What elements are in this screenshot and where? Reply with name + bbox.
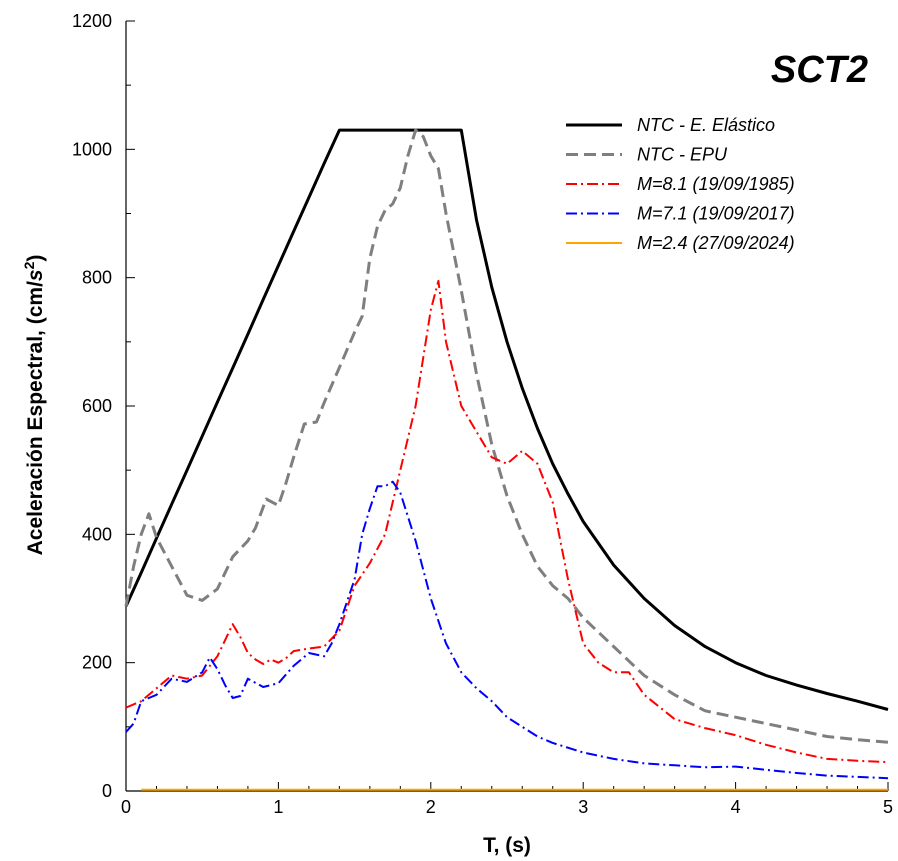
x-tick-label: 3 bbox=[578, 797, 588, 817]
y-axis-title-main: Aceleración Espectral, (cm/ bbox=[24, 281, 47, 555]
series-line-1 bbox=[124, 128, 889, 711]
legend: NTC - E. Elástico NTC - EPU M=8.1 (19/09/1… bbox=[566, 115, 795, 253]
legend-label-1: NTC - E. Elástico bbox=[637, 115, 775, 135]
legend-label-5: M=2.4 (27/09/2024) bbox=[637, 233, 795, 253]
y-axis-title-exp: 2 bbox=[21, 261, 37, 269]
y-axis-title: Aceleración Espectral, (cm/s2) bbox=[21, 255, 47, 556]
x-axis-title: T, (s) bbox=[483, 834, 531, 857]
y-axis-title-close: ) bbox=[24, 255, 47, 262]
y-tick-label: 200 bbox=[82, 653, 112, 673]
y-tick-label: 400 bbox=[82, 524, 112, 544]
x-tick-label: 1 bbox=[273, 797, 283, 817]
y-tick-label: 600 bbox=[82, 396, 112, 416]
x-tick-label: 0 bbox=[121, 797, 131, 817]
series-line-4 bbox=[125, 480, 889, 780]
x-tick-label: 5 bbox=[883, 797, 893, 817]
legend-label-4: M=7.1 (19/09/2017) bbox=[637, 204, 795, 224]
legend-label-2: NTC - EPU bbox=[637, 145, 728, 165]
x-tick-label: 4 bbox=[731, 797, 741, 817]
chart-title: SCT2 bbox=[771, 49, 868, 91]
series-line-2 bbox=[124, 128, 889, 744]
series-line-3 bbox=[125, 279, 889, 764]
y-tick-label: 0 bbox=[102, 781, 112, 801]
series-group bbox=[124, 128, 889, 791]
axes: 0 1 2 3 4 5 0 200 400 600 800 1000 1200 bbox=[72, 11, 893, 817]
y-tick-label: 1200 bbox=[72, 11, 112, 31]
y-tick-label: 1000 bbox=[72, 139, 112, 159]
y-tick-label: 800 bbox=[82, 268, 112, 288]
y-axis-title-unit: s bbox=[24, 269, 47, 281]
x-tick-label: 2 bbox=[426, 797, 436, 817]
legend-label-3: M=8.1 (19/09/1985) bbox=[637, 174, 795, 194]
